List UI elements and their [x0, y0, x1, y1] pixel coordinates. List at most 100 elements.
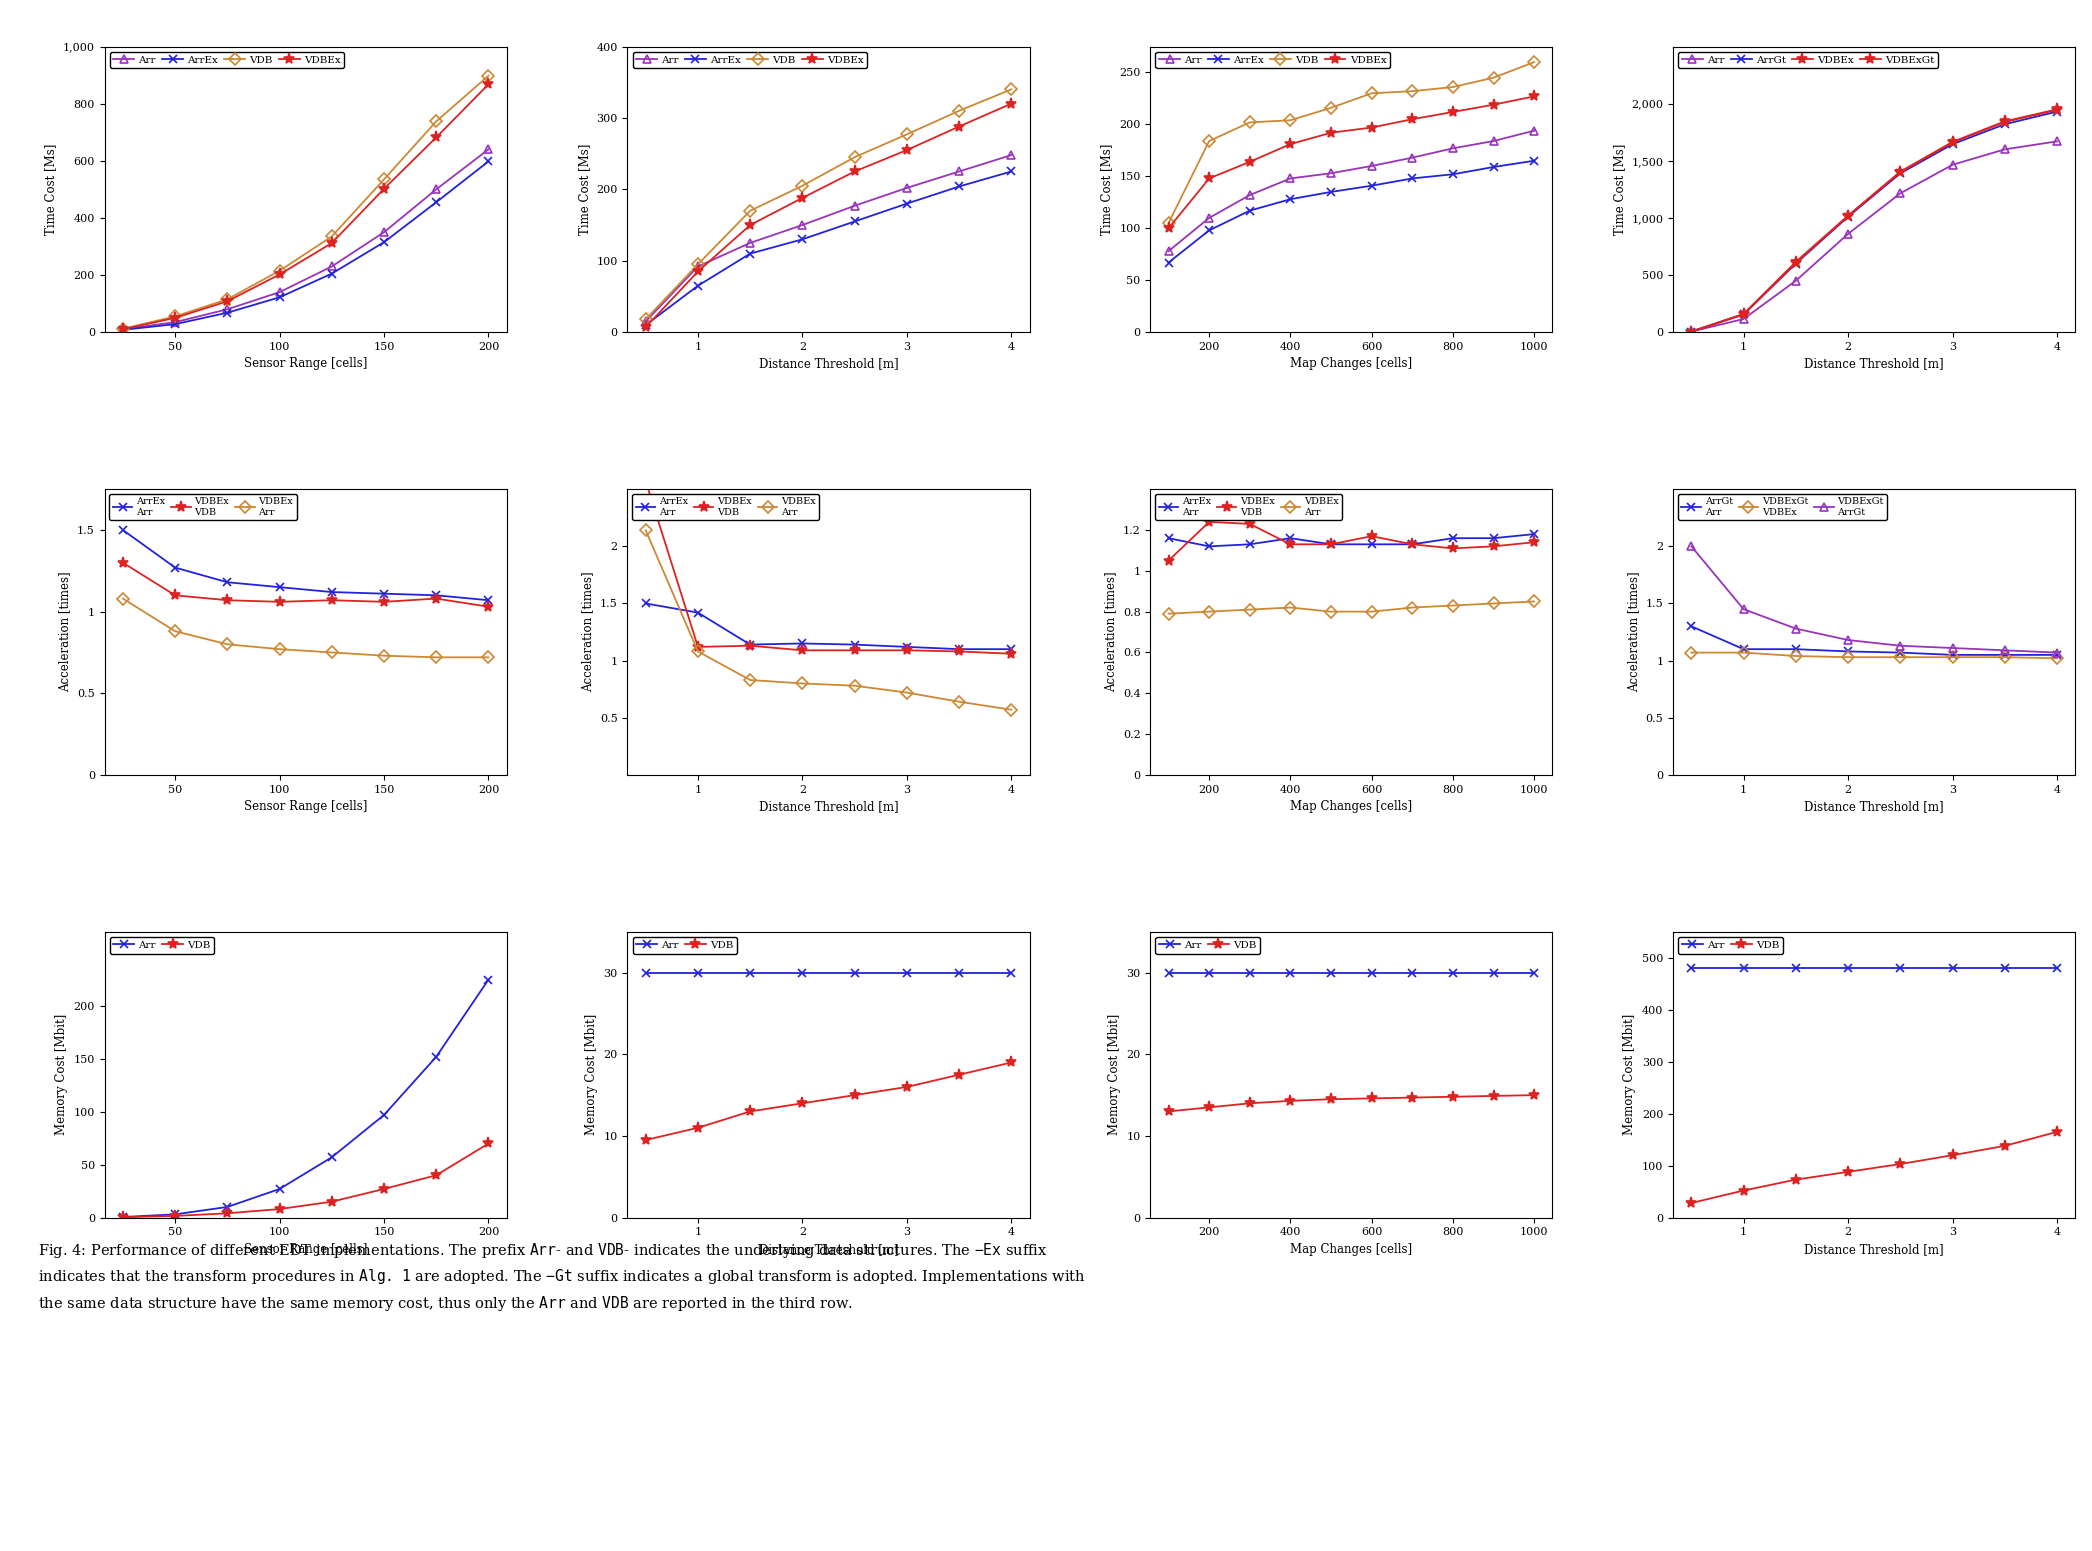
VDB: [268, 1200, 293, 1219]
ArrEx
Arr: [268, 579, 293, 597]
VDBEx
VDB: [998, 644, 1023, 662]
X-axis label: Distance Threshold [m]: Distance Threshold [m]: [759, 357, 897, 371]
VDBEx: [1782, 254, 1807, 273]
ArrEx
Arr: [1278, 529, 1303, 548]
VDB: [1360, 84, 1385, 102]
VDBEx: [1939, 133, 1964, 152]
ArrEx: [268, 288, 293, 307]
VDBEx
Arr: [163, 622, 188, 641]
VDB: [791, 177, 816, 195]
Arr: [634, 312, 659, 330]
Arr: [1157, 242, 1182, 261]
Arr: [111, 320, 136, 338]
Arr: [1441, 140, 1466, 158]
VDBEx: [893, 141, 918, 160]
VDBEx: [2044, 101, 2069, 119]
ArrEx: [1521, 152, 1546, 171]
Line: VDB: VDB: [117, 1138, 494, 1222]
VDBEx: [946, 118, 971, 136]
Legend: Arr, VDB: Arr, VDB: [1678, 937, 1782, 954]
ArrEx: [1197, 222, 1222, 240]
ArrEx
Arr: [111, 521, 136, 540]
VDBExGt
VDBEx: [1887, 648, 1912, 667]
ArrGt: [1782, 254, 1807, 273]
Arr: [1157, 963, 1182, 982]
VDBEx
VDB: [843, 641, 868, 659]
Line: ArrEx: ArrEx: [642, 168, 1015, 329]
VDBEx: [425, 129, 450, 147]
VDB: [425, 1166, 450, 1185]
VDBExGt
ArrGt: [1835, 631, 1860, 650]
Arr: [1236, 963, 1261, 982]
Arr: [738, 234, 764, 253]
Line: VDBExGt
VDBEx: VDBExGt VDBEx: [1688, 648, 2061, 662]
X-axis label: Distance Threshold [m]: Distance Threshold [m]: [1805, 357, 1943, 371]
VDB: [946, 101, 971, 119]
Arr: [1400, 149, 1425, 168]
ArrEx: [686, 276, 711, 295]
VDBExGt
ArrGt: [1992, 641, 2017, 659]
VDBExGt
VDBEx: [1782, 647, 1807, 665]
Line: ArrEx: ArrEx: [119, 157, 492, 333]
VDBEx
Arr: [320, 644, 345, 662]
VDB: [1441, 1087, 1466, 1106]
VDBEx: [1678, 323, 1703, 341]
VDB: [738, 1103, 764, 1121]
Arr: [1441, 963, 1466, 982]
VDB: [843, 1086, 868, 1104]
VDBExGt
ArrGt: [1730, 600, 1755, 619]
VDBEx: [320, 234, 345, 253]
ArrEx: [843, 212, 868, 231]
ArrEx: [1400, 169, 1425, 188]
VDB: [946, 1066, 971, 1084]
Line: VDB: VDB: [119, 71, 492, 333]
Arr: [1939, 959, 1964, 977]
VDB: [1236, 1093, 1261, 1112]
VDBExGt: [1730, 304, 1755, 323]
Arr: [215, 299, 241, 318]
VDBEx
VDB: [1441, 540, 1466, 558]
VDB: [111, 320, 136, 338]
VDBEx
VDB: [1360, 527, 1385, 546]
Line: VDBEx
Arr: VDBEx Arr: [1165, 597, 1538, 617]
Arr: [893, 178, 918, 197]
VDBEx: [1197, 169, 1222, 188]
ArrEx
Arr: [215, 572, 241, 591]
VDB: [268, 262, 293, 281]
VDBExGt: [1992, 112, 2017, 130]
VDB: [1521, 1086, 1546, 1104]
VDBEx
VDB: [1521, 534, 1546, 552]
Line: Arr: Arr: [119, 146, 492, 333]
Line: VDBEx
Arr: VDBEx Arr: [119, 594, 492, 661]
ArrEx: [634, 316, 659, 335]
Legend: ArrGt
Arr, VDBExGt
VDBEx, VDBExGt
ArrGt: ArrGt Arr, VDBExGt VDBEx, VDBExGt ArrGt: [1678, 495, 1887, 520]
Arr: [1197, 963, 1222, 982]
Arr: [1835, 225, 1860, 244]
Arr: [1782, 271, 1807, 290]
Arr: [1278, 963, 1303, 982]
Arr: [268, 1180, 293, 1199]
VDBEx
Arr: [1278, 599, 1303, 617]
VDBEx
Arr: [738, 670, 764, 689]
VDBEx
Arr: [477, 648, 502, 667]
Arr: [1730, 310, 1755, 329]
Arr: [372, 223, 397, 242]
VDBExGt: [1887, 163, 1912, 181]
VDB: [320, 1193, 345, 1211]
ArrGt: [2044, 102, 2069, 121]
ArrEx
Arr: [1481, 529, 1506, 548]
VDBEx
VDB: [111, 554, 136, 572]
Line: Arr: Arr: [119, 976, 492, 1221]
ArrEx
Arr: [998, 641, 1023, 659]
Arr: [1481, 963, 1506, 982]
Line: Arr: Arr: [642, 968, 1015, 977]
VDBExGt
VDBEx: [1939, 648, 1964, 667]
VDB: [1318, 1090, 1343, 1109]
VDB: [1278, 112, 1303, 130]
VDB: [215, 290, 241, 309]
VDBExGt
ArrGt: [1678, 537, 1703, 555]
Legend: ArrEx
Arr, VDBEx
VDB, VDBEx
Arr: ArrEx Arr, VDBEx VDB, VDBEx Arr: [109, 495, 297, 520]
VDBEx
Arr: [686, 642, 711, 661]
Line: Arr: Arr: [1165, 127, 1538, 256]
VDBEx
VDB: [791, 641, 816, 659]
